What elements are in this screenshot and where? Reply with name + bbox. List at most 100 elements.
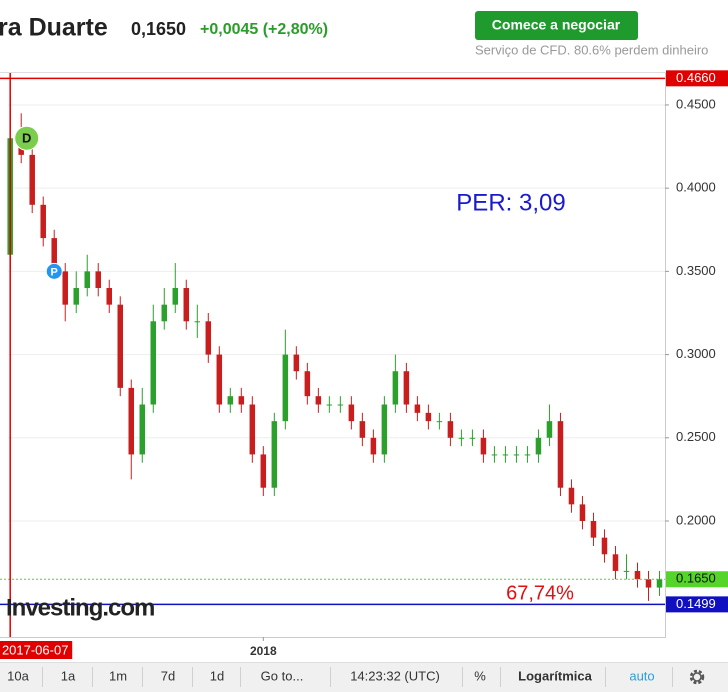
candle-body <box>293 354 300 372</box>
toolbar-separator <box>462 667 463 687</box>
candle-body <box>73 288 79 305</box>
toolbar-separator <box>672 667 673 687</box>
candle-body <box>106 288 112 305</box>
toolbar-button[interactable]: % <box>474 668 486 683</box>
candle-body <box>491 454 498 456</box>
annotation: 67,74% <box>506 582 574 604</box>
candle-body <box>40 204 46 239</box>
price-label-box <box>666 596 728 613</box>
candle-body <box>260 454 267 488</box>
x-tick-label: 2017-06-07 <box>2 642 69 657</box>
candle-body <box>348 404 355 422</box>
candle-body <box>469 437 476 439</box>
candle-body <box>216 354 223 405</box>
candle-body <box>568 487 575 505</box>
toolbar-button[interactable]: 7d <box>161 668 175 683</box>
candle-body <box>238 396 245 405</box>
toolbar-button[interactable]: auto <box>629 668 654 683</box>
toolbar-button[interactable]: 1m <box>109 668 127 683</box>
start-label-box <box>0 641 73 659</box>
y-tick-label: 0.3000 <box>676 346 716 361</box>
toolbar-separator <box>605 667 606 687</box>
price-label-box <box>666 70 728 87</box>
candle-body <box>95 271 101 289</box>
candle-body <box>634 570 641 580</box>
chart-border <box>0 72 728 73</box>
toolbar-button[interactable]: 14:23:32 (UTC) <box>350 668 440 683</box>
toolbar-separator <box>192 667 193 687</box>
candle-body <box>128 387 135 455</box>
trade-button-label[interactable]: Comece a negociar <box>492 17 621 33</box>
toolbar-button[interactable]: Go to... <box>261 668 304 683</box>
y-tick-label: 0.2000 <box>676 512 716 527</box>
candle-body <box>172 288 179 305</box>
candle-body <box>194 321 201 323</box>
candle-body <box>590 521 597 538</box>
price-label: 0.4660 <box>676 70 716 85</box>
y-tick-label: 0.3500 <box>676 263 716 278</box>
candle-body <box>337 404 344 406</box>
candle-body <box>436 421 443 423</box>
candle-body <box>645 579 652 588</box>
event-marker[interactable] <box>14 125 40 151</box>
x-tick-label: 2018 <box>250 644 277 658</box>
instrument-title: ra Duarte <box>0 14 108 42</box>
toolbar-button[interactable]: 1d <box>210 668 224 683</box>
candle-body <box>227 396 234 405</box>
trade-button[interactable] <box>475 11 638 40</box>
candle-body <box>51 238 57 272</box>
toolbar-button[interactable]: 1a <box>61 668 76 683</box>
candle-body <box>612 554 619 571</box>
toolbar-separator <box>92 667 93 687</box>
candle-body <box>249 404 256 455</box>
candle-body <box>161 304 168 322</box>
candle-body <box>601 537 608 555</box>
y-tick-label: 0.4500 <box>676 96 716 111</box>
y-tick-label: 0.2500 <box>676 429 716 444</box>
toolbar-border <box>0 662 728 663</box>
toolbar-button[interactable]: Logarítmica <box>518 668 592 683</box>
candle-body <box>557 421 564 488</box>
gear-teeth[interactable] <box>689 669 705 685</box>
candle-body <box>359 421 366 438</box>
candle-body <box>117 304 124 388</box>
candle-body <box>425 412 432 422</box>
candle-body <box>546 421 553 438</box>
candle-body <box>392 371 399 405</box>
candle-body <box>370 437 377 455</box>
toolbar-button[interactable]: 10a <box>7 668 29 683</box>
candle-body <box>579 504 586 522</box>
candle-body <box>524 454 531 456</box>
candle-body <box>480 437 487 455</box>
event-marker-label[interactable]: P <box>51 266 58 278</box>
price-label: 0.1650 <box>676 571 716 586</box>
candle-body <box>183 288 190 322</box>
candle-body <box>458 437 465 439</box>
toolbar-separator <box>142 667 143 687</box>
candle-body <box>535 437 542 455</box>
toolbar-separator <box>330 667 331 687</box>
candle-body <box>502 454 509 456</box>
candle-body <box>623 570 630 572</box>
candle-body <box>304 371 311 397</box>
event-marker[interactable] <box>45 262 63 280</box>
disclaimer: Serviço de CFD. 80.6% perdem dinheiro <box>475 42 708 57</box>
candle-body <box>414 404 421 413</box>
gear-core[interactable] <box>692 672 702 682</box>
candle-body <box>315 396 322 405</box>
event-marker-label[interactable]: D <box>22 131 31 146</box>
candle-body <box>139 404 146 455</box>
toolbar-separator <box>500 667 501 687</box>
candle-body <box>62 271 68 305</box>
candle-body <box>205 321 212 355</box>
settings-gear[interactable] <box>689 669 705 685</box>
candle-body <box>271 421 278 488</box>
price-label-box <box>666 571 728 588</box>
candle-body <box>403 371 410 405</box>
watermark: Investing.com <box>6 594 154 621</box>
candle-body <box>84 271 90 289</box>
candle-body <box>656 579 663 588</box>
y-tick-label: 0.4000 <box>676 180 716 195</box>
candle-body <box>29 154 35 205</box>
